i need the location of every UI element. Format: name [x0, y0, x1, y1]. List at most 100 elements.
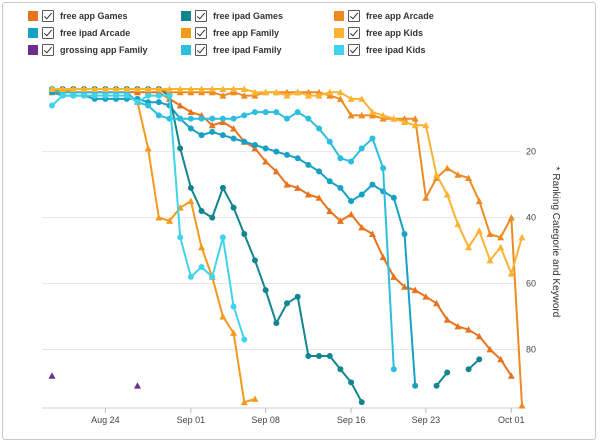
data-point [347, 95, 355, 102]
legend-item[interactable]: free ipad Games [181, 9, 283, 23]
data-point [230, 115, 237, 122]
legend-checkbox[interactable] [42, 44, 54, 56]
x-tick-label: Oct 01 [498, 415, 525, 425]
data-point [81, 92, 88, 99]
data-point [80, 85, 88, 92]
data-point [177, 145, 184, 152]
data-point [443, 190, 451, 198]
legend-swatch [181, 11, 191, 21]
data-point [380, 165, 387, 172]
data-point [49, 102, 55, 109]
legend-item[interactable]: free app Family [181, 26, 279, 40]
legend-label: free app Games [60, 11, 128, 21]
data-point [316, 353, 323, 360]
data-point [497, 233, 505, 241]
legend-checkbox[interactable] [348, 27, 360, 39]
x-tick-label: Sep 16 [337, 415, 366, 425]
data-point [294, 293, 301, 300]
data-point [486, 345, 494, 353]
legend-checkbox[interactable] [348, 10, 360, 22]
data-point [209, 115, 216, 122]
data-point [294, 155, 301, 162]
data-point [348, 158, 355, 165]
data-point [305, 115, 312, 122]
data-point [284, 151, 290, 158]
data-point [283, 88, 291, 96]
data-point [465, 174, 473, 181]
data-point [133, 88, 141, 96]
legend-checkbox[interactable] [348, 44, 360, 56]
legend-item[interactable]: free ipad Family [181, 43, 282, 57]
data-point [379, 111, 387, 119]
y-tick-label: 80 [526, 344, 536, 354]
data-point [144, 85, 152, 92]
data-point [166, 92, 173, 99]
data-point [262, 158, 270, 165]
data-point [284, 300, 290, 307]
data-point [475, 197, 483, 205]
data-point [230, 88, 238, 96]
data-point [155, 214, 163, 221]
legend-item[interactable]: grossing app Family [28, 43, 148, 57]
data-point [433, 171, 441, 178]
data-point [145, 102, 152, 109]
data-point [465, 243, 473, 251]
data-point [358, 145, 365, 152]
data-point [219, 184, 226, 191]
data-point [337, 155, 344, 162]
data-point [155, 85, 163, 92]
legend-label: free app Family [213, 28, 280, 38]
series-line [52, 88, 523, 406]
data-point [187, 197, 195, 205]
data-point [390, 115, 398, 122]
legend-label: free ipad Games [213, 11, 284, 21]
data-point [368, 111, 376, 119]
data-point [518, 401, 526, 409]
y-tick-label: 60 [526, 279, 536, 289]
data-point [241, 138, 248, 145]
legend-swatch [28, 11, 38, 21]
legend-swatch [28, 45, 38, 55]
legend-item[interactable]: free ipad Arcade [28, 26, 130, 40]
legend-checkbox[interactable] [42, 10, 54, 22]
data-point [166, 217, 173, 224]
legend-item[interactable]: free ipad Kids [334, 43, 426, 57]
series-free-ipad-family [49, 86, 397, 373]
data-point [368, 230, 376, 238]
data-point [507, 214, 515, 221]
data-point [134, 99, 141, 106]
data-point [251, 257, 258, 264]
data-point [240, 398, 248, 406]
legend-checkbox[interactable] [195, 44, 207, 56]
data-point [369, 135, 376, 142]
data-point [241, 112, 248, 119]
data-point [326, 178, 333, 185]
data-point [123, 92, 130, 99]
chart-legend: free app Games free ipad Arcade grossing a… [0, 0, 600, 70]
legend-checkbox[interactable] [195, 10, 207, 22]
data-point [112, 85, 120, 92]
data-point [230, 329, 238, 336]
data-point [475, 332, 483, 340]
data-point [219, 234, 226, 241]
data-point [411, 115, 419, 122]
data-point [187, 85, 195, 92]
legend-item[interactable]: free app Kids [334, 26, 423, 40]
series-free-ipad-kids [49, 92, 248, 343]
data-point [305, 161, 312, 168]
data-point [336, 95, 344, 102]
data-point [262, 88, 270, 96]
legend-item[interactable]: free app Games [28, 9, 128, 23]
legend-checkbox[interactable] [195, 27, 207, 39]
data-point [401, 231, 408, 238]
x-tick-label: Sep 23 [412, 415, 441, 425]
data-point [497, 243, 505, 251]
legend-checkbox[interactable] [42, 27, 54, 39]
legend-swatch [181, 28, 191, 38]
data-point [219, 115, 226, 122]
data-point [315, 88, 323, 96]
data-point [91, 85, 99, 92]
legend-item[interactable]: free app Arcade [334, 9, 434, 23]
data-point [454, 171, 462, 178]
